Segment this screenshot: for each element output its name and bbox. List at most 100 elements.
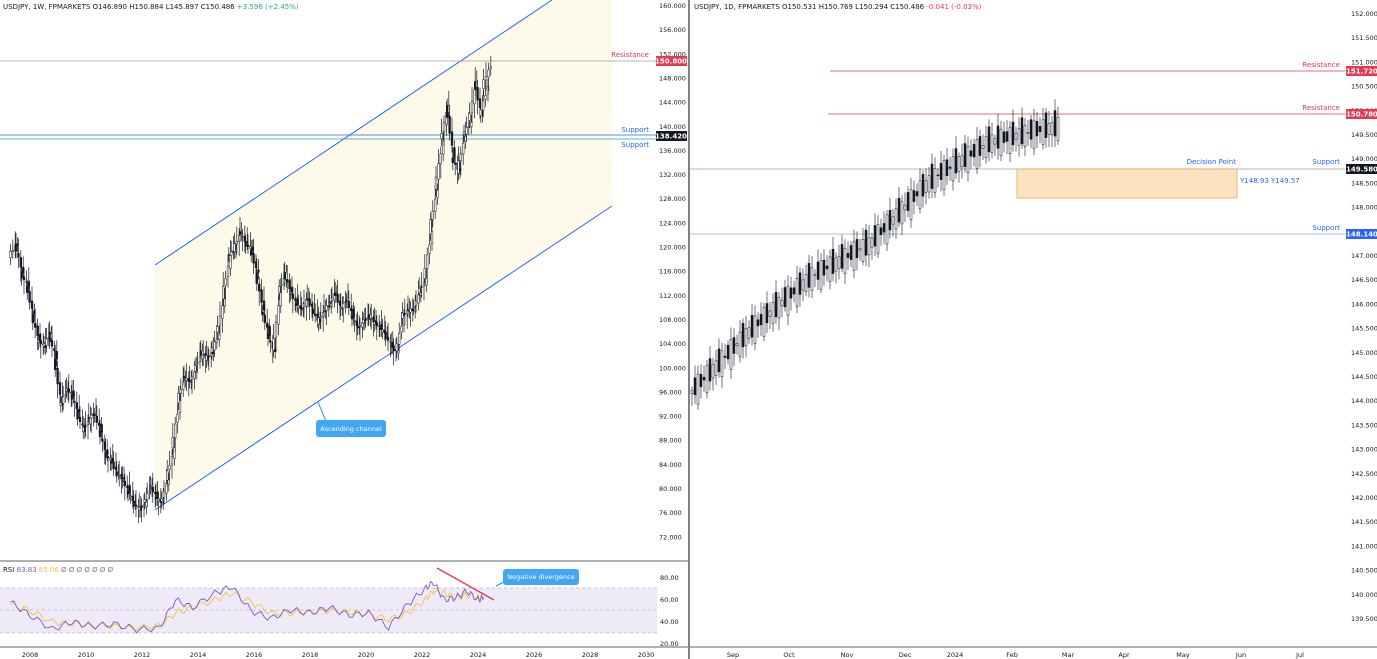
daily-candle — [885, 214, 889, 245]
left-weekly-chart[interactable]: Resistance Support Support Ascending cha… — [0, 0, 657, 560]
y-tick-label: 142.000 — [1351, 494, 1377, 502]
weekly-candle — [62, 396, 65, 404]
weekly-candle — [222, 286, 225, 300]
decision-zone[interactable] — [1016, 168, 1238, 199]
daily-candle — [819, 260, 823, 290]
daily-candle — [948, 166, 952, 169]
daily-candle — [981, 144, 985, 149]
weekly-candle — [308, 298, 311, 306]
weekly-candle — [420, 286, 423, 288]
daily-candle — [945, 159, 949, 176]
y-tick-label: 160.000 — [659, 2, 686, 10]
weekly-candle — [17, 253, 20, 258]
y-tick-label: 76.000 — [659, 509, 682, 517]
y-tick-label: 108.000 — [659, 316, 686, 324]
weekly-candle — [129, 495, 132, 497]
weekly-candle — [378, 327, 382, 330]
weekly-candle — [134, 504, 138, 507]
weekly-candle — [178, 400, 182, 413]
x-tick-label: 2024 — [470, 651, 487, 659]
daily-candle — [930, 163, 934, 189]
daily-candle — [702, 376, 706, 381]
weekly-candle — [328, 301, 331, 303]
weekly-candle — [367, 314, 370, 319]
weekly-candle — [54, 359, 57, 370]
daily-candle — [879, 227, 883, 235]
channel-lower-line[interactable] — [154, 205, 613, 511]
y-tick-label: 149.000 — [1351, 155, 1377, 163]
weekly-candle — [446, 105, 449, 118]
daily-candle — [714, 360, 718, 376]
x-tick-label: 2012 — [134, 651, 151, 659]
right-x-axis[interactable]: Sep Oct Nov Dec 2024 Feb Mar Apr May Jun Jul — [690, 646, 1377, 659]
weekly-candle — [205, 355, 208, 361]
weekly-candle — [428, 244, 431, 254]
daily-candle — [750, 315, 754, 338]
daily-candle — [1020, 117, 1024, 145]
daily-candle — [807, 263, 811, 288]
left-y-axis[interactable]: 160.000 156.000 152.000 148.000 144.000 140.0… — [655, 0, 688, 647]
weekly-candle — [286, 279, 289, 283]
daily-candle — [720, 350, 724, 377]
weekly-candle — [255, 272, 258, 284]
rsi-line[interactable] — [10, 580, 484, 634]
weekly-candle — [261, 311, 264, 315]
right-daily-chart[interactable]: Resistance Resistance Decision Point Y14… — [690, 0, 1345, 647]
weekly-candle — [140, 505, 143, 508]
weekly-candle — [160, 498, 163, 502]
left-x-axis[interactable]: 2008 2010 2012 2014 2016 2018 2020 2022 2024 2026… — [0, 646, 688, 659]
y-tick-label: 146.500 — [1351, 276, 1377, 284]
decision-point-label: Decision Point — [1187, 158, 1237, 166]
daily-candle — [831, 248, 835, 274]
right-y-axis[interactable]: 152.000151.500151.000150.500150.000149.5… — [1345, 0, 1377, 659]
x-tick-label: Oct — [783, 651, 795, 659]
left-support-label-bottom: Support — [621, 141, 649, 149]
y-tick-label: 151.500 — [1351, 34, 1377, 42]
x-tick-label: Feb — [1006, 651, 1018, 659]
weekly-candle — [451, 157, 454, 163]
daily-candle — [753, 315, 757, 344]
channel-upper-line[interactable] — [154, 0, 553, 266]
weekly-candle — [173, 447, 176, 459]
right-support-label-1: Support — [1312, 158, 1340, 166]
weekly-candle — [317, 317, 320, 325]
daily-candle — [717, 348, 721, 373]
weekly-candle — [121, 480, 124, 482]
daily-candle — [738, 331, 742, 357]
daily-candle — [1008, 126, 1012, 154]
weekly-candle — [78, 416, 82, 422]
rsi-panel[interactable]: Negative divergence RSI 63.83 65.06 Ø Ø … — [0, 560, 688, 648]
daily-candle — [747, 327, 751, 339]
right-candles — [690, 99, 1060, 410]
daily-candle — [957, 156, 961, 172]
weekly-candle — [238, 231, 242, 235]
weekly-candle — [37, 340, 40, 343]
divergence-callout-box[interactable] — [503, 569, 579, 585]
weekly-candle — [431, 210, 434, 221]
weekly-candle — [70, 394, 74, 400]
weekly-candle — [14, 243, 18, 252]
rsi-tick-label: 60.00 — [660, 596, 679, 604]
y-tick-label: 88.000 — [659, 437, 682, 445]
rsi-divergence-line[interactable] — [436, 567, 495, 601]
weekly-candle — [216, 326, 219, 333]
weekly-candle — [300, 307, 303, 309]
y-tick-label: 152.000 — [1351, 10, 1377, 18]
weekly-candle — [65, 388, 68, 391]
weekly-candle — [171, 437, 174, 449]
weekly-candle — [395, 343, 398, 352]
daily-candle — [996, 125, 1000, 149]
weekly-candle — [392, 345, 395, 351]
weekly-candle — [406, 309, 410, 312]
x-tick-label: 2024 — [947, 651, 964, 659]
daily-candle — [1044, 112, 1048, 138]
weekly-candle — [213, 341, 216, 351]
channel-callout-box[interactable] — [316, 420, 386, 437]
rsi-header: RSI 63.83 65.06 Ø Ø Ø Ø Ø Ø Ø — [3, 566, 114, 574]
daily-candle — [786, 285, 790, 316]
y-tick-label: 141.500 — [1351, 518, 1377, 526]
weekly-candle — [306, 298, 309, 301]
y-tick-label: 148.000 — [1351, 204, 1377, 212]
y-tick-label: 140.500 — [1351, 567, 1377, 575]
daily-candle — [744, 328, 748, 347]
